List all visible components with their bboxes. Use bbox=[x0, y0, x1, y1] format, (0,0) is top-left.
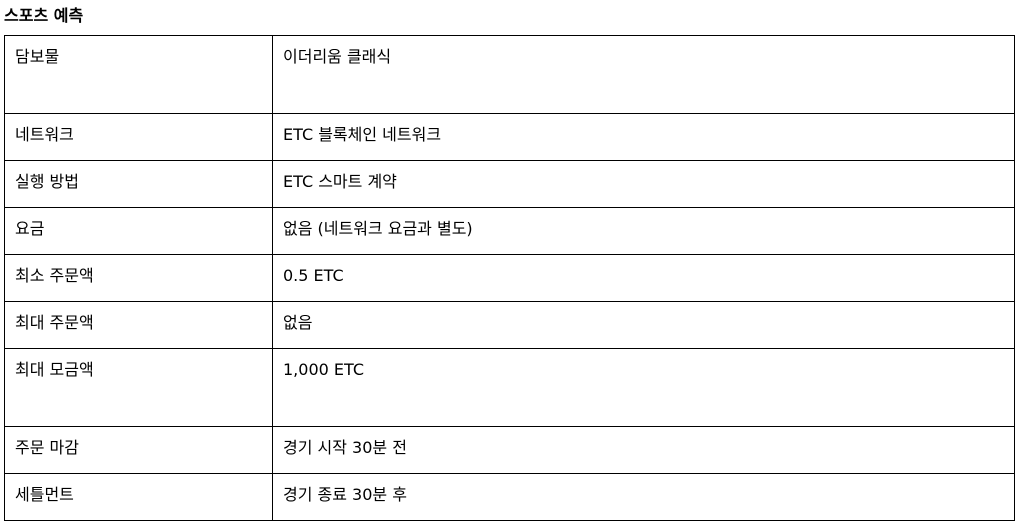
table-row-order-deadline: 주문 마감 경기 시작 30분 전 bbox=[4, 426, 1015, 474]
row-value: 1,000 ETC bbox=[272, 348, 1015, 427]
row-label: 요금 bbox=[4, 207, 273, 255]
table-row-collateral: 담보물 이더리움 클래식 bbox=[4, 35, 1015, 114]
row-value: 경기 시작 30분 전 bbox=[272, 426, 1015, 474]
row-value: 경기 종료 30분 후 bbox=[272, 473, 1015, 521]
table-row-min-order: 최소 주문액 0.5 ETC bbox=[4, 254, 1015, 302]
row-label: 주문 마감 bbox=[4, 426, 273, 474]
row-label: 최소 주문액 bbox=[4, 254, 273, 302]
row-label: 담보물 bbox=[4, 35, 273, 114]
table-row-network: 네트워크 ETC 블록체인 네트워크 bbox=[4, 113, 1015, 161]
row-label: 실행 방법 bbox=[4, 160, 273, 208]
spec-table: 담보물 이더리움 클래식 네트워크 ETC 블록체인 네트워크 실행 방법 ET… bbox=[4, 35, 1015, 521]
row-label: 세틀먼트 bbox=[4, 473, 273, 521]
row-value: ETC 블록체인 네트워크 bbox=[272, 113, 1015, 161]
table-row-max-order: 최대 주문액 없음 bbox=[4, 301, 1015, 349]
table-row-settlement: 세틀먼트 경기 종료 30분 후 bbox=[4, 473, 1015, 521]
row-value: 없음 (네트워크 요금과 별도) bbox=[272, 207, 1015, 255]
row-value: ETC 스마트 계약 bbox=[272, 160, 1015, 208]
row-label: 최대 주문액 bbox=[4, 301, 273, 349]
row-label: 네트워크 bbox=[4, 113, 273, 161]
table-row-fee: 요금 없음 (네트워크 요금과 별도) bbox=[4, 207, 1015, 255]
row-value: 이더리움 클래식 bbox=[272, 35, 1015, 114]
table-row-max-raise: 최대 모금액 1,000 ETC bbox=[4, 348, 1015, 427]
row-value: 0.5 ETC bbox=[272, 254, 1015, 302]
table-row-execution: 실행 방법 ETC 스마트 계약 bbox=[4, 160, 1015, 208]
row-value: 없음 bbox=[272, 301, 1015, 349]
document-title: 스포츠 예측 bbox=[4, 6, 84, 25]
row-label: 최대 모금액 bbox=[4, 348, 273, 427]
